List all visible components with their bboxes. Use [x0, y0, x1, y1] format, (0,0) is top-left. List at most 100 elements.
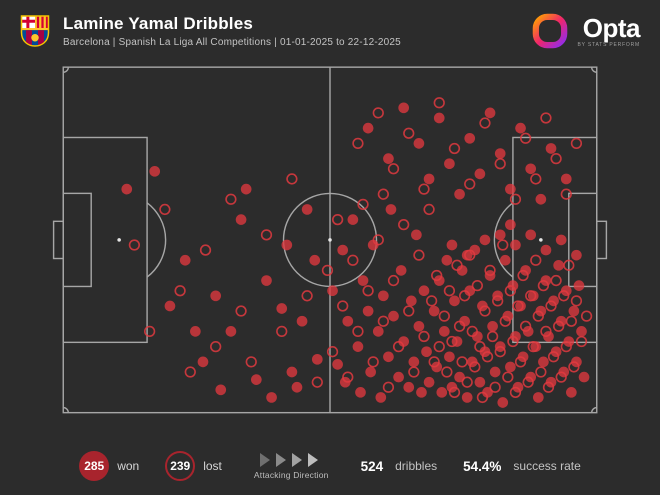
barcelona-crest [20, 14, 50, 48]
dribble-point-lost [276, 325, 288, 338]
dribble-point-won [347, 214, 359, 225]
dribble-point-lost [504, 285, 517, 297]
pitch-points-layer [121, 97, 593, 408]
dribble-point-won [431, 361, 443, 373]
dribble-point-lost [570, 137, 583, 150]
dribble-point-won [423, 376, 435, 388]
dribble-point-won [469, 244, 481, 256]
dribble-point-lost [438, 310, 450, 322]
dribble-point-won [494, 229, 506, 241]
total-dribbles-label: dribbles [395, 459, 438, 473]
dribble-point-lost [469, 361, 481, 373]
dribble-point-won [276, 303, 288, 314]
dribble-point-lost [464, 249, 476, 261]
dribble-point-lost [357, 198, 369, 210]
dribble-point-lost [479, 305, 491, 317]
dribble-point-lost [367, 356, 379, 368]
opta-ring-icon [532, 13, 568, 49]
page-title: Lamine Yamal Dribbles [63, 14, 254, 34]
dribble-point-won [240, 183, 252, 195]
dribble-point-lost [476, 391, 489, 404]
dribble-point-lost [545, 300, 557, 312]
dribble-point-won [296, 315, 308, 327]
dribble-point-lost [372, 234, 384, 246]
dribble-point-won [418, 285, 430, 297]
dribble-point-lost [512, 300, 524, 312]
dribble-point-lost [568, 361, 580, 373]
dribble-point-lost [558, 290, 570, 302]
dribble-point-lost [321, 264, 334, 277]
dribble-point-won [393, 371, 404, 383]
dribble-point-won [543, 331, 554, 342]
lost-badge: 239 [165, 451, 196, 481]
dribble-point-won [530, 341, 542, 352]
dribble-point-won [281, 239, 293, 251]
dribble-point-won [446, 239, 458, 251]
dribble-point-lost [560, 188, 572, 200]
dribble-point-won [502, 310, 514, 322]
dribble-point-lost [392, 340, 405, 353]
dribble-point-lost [517, 269, 529, 282]
dribble-point-won [517, 351, 529, 363]
won-label: won [117, 459, 140, 473]
dribble-point-lost [387, 274, 400, 287]
dribble-point-won [538, 356, 549, 368]
dribble-point-won [454, 188, 465, 200]
dribble-point-lost [527, 340, 539, 353]
dribble-point-lost [535, 366, 547, 378]
dribble-point-lost [522, 376, 534, 388]
dribble-point-won [413, 138, 425, 149]
dribble-point-lost [413, 249, 425, 261]
total-dribbles-stat: 524 dribbles [361, 459, 438, 474]
dribble-point-lost [128, 239, 141, 251]
dribble-point-lost [486, 330, 499, 343]
dribble-point-won [515, 300, 526, 312]
dribble-point-won [408, 356, 420, 368]
dribble-point-won [568, 305, 580, 317]
legend: 285 won 239 lost Attacking Direction 524… [0, 451, 660, 481]
dribble-point-lost [514, 356, 527, 368]
dribble-point-won [311, 353, 323, 365]
dribble-point-lost [235, 305, 247, 317]
dribble-point-won [479, 234, 491, 246]
dribble-point-won [190, 326, 201, 337]
dribble-point-lost [481, 351, 494, 363]
won-badge: 285 [79, 451, 110, 481]
dribble-point-won [395, 265, 407, 276]
dribble-point-lost [418, 330, 430, 343]
dribble-point-won [466, 356, 478, 368]
dribble-point-won [558, 366, 570, 378]
opta-tagline: BY STATS PERFORM [577, 41, 640, 48]
total-dribbles-count: 524 [360, 458, 384, 474]
dribble-point-won [428, 305, 440, 317]
dribble-point-lost [301, 290, 313, 302]
dribble-point-lost [451, 259, 463, 271]
dribble-point-won [571, 249, 582, 261]
attacking-direction: Attacking Direction [254, 452, 329, 480]
title-block: Lamine Yamal Dribbles Barcelona | Spanis… [63, 14, 532, 48]
dribble-point-won [489, 366, 501, 378]
dribble-point-won [372, 326, 384, 337]
dribble-point-won [433, 275, 445, 286]
dribble-point-lost [474, 340, 486, 353]
dribble-point-won [507, 280, 519, 291]
dribble-point-won [535, 305, 547, 317]
header: Lamine Yamal Dribbles Barcelona | Spanis… [0, 0, 660, 53]
dribble-point-won [464, 132, 476, 144]
dribble-point-won [566, 387, 577, 398]
dribble-point-lost [565, 315, 577, 327]
dribble-point-lost [453, 320, 466, 332]
dribble-point-won [383, 351, 394, 363]
dribble-point-lost [497, 239, 509, 251]
dribble-point-lost [563, 259, 575, 271]
dribble-point-won [545, 376, 557, 388]
dribble-point-won [339, 376, 351, 388]
dribble-point-won [555, 315, 567, 327]
dribble-point-won [385, 204, 397, 215]
dribble-point-won [342, 315, 354, 327]
dribble-point-lost [347, 254, 359, 266]
success-rate-stat: 54.4% success rate [463, 459, 581, 474]
dribble-point-won [474, 376, 486, 388]
dribble-point-lost [199, 244, 212, 256]
dribble-point-won [355, 387, 366, 398]
